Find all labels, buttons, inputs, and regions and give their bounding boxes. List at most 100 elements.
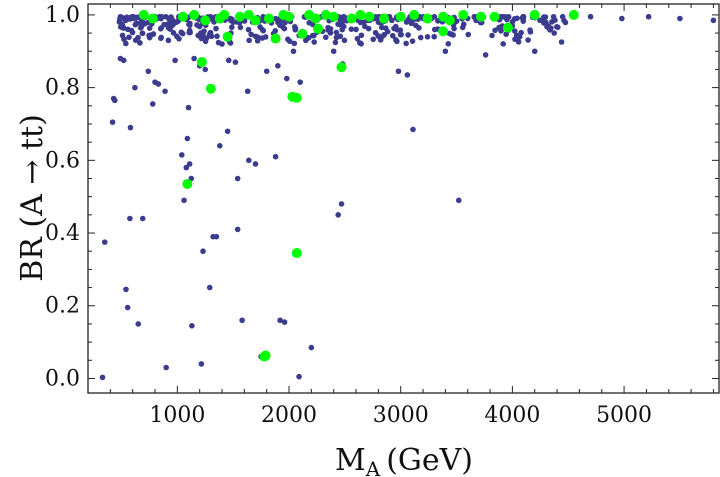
scatter-point (417, 34, 424, 41)
highlight-point (502, 22, 513, 33)
highlight-point (458, 9, 469, 20)
scatter-point (561, 17, 567, 24)
scatter-point (465, 31, 472, 38)
scatter-point (333, 34, 340, 41)
scatter-point (149, 101, 156, 107)
scatter-point (552, 17, 558, 23)
scatter-point (162, 88, 168, 95)
scatter-point (203, 35, 210, 41)
highlight-point (270, 33, 281, 44)
scatter-point (353, 26, 359, 33)
highlight-point (222, 31, 233, 42)
scatter-point (184, 135, 191, 142)
scatter-point (677, 15, 683, 22)
highlight-point (568, 9, 579, 20)
scatter-point (547, 27, 553, 33)
scatter-point (384, 28, 391, 35)
scatter-point (277, 22, 283, 29)
scatter-point (124, 16, 130, 23)
scatter-point (232, 59, 239, 65)
highlight-point (234, 11, 245, 22)
scatter-point (119, 22, 126, 28)
scatter-point (645, 13, 652, 20)
scatter-point (285, 36, 291, 43)
y-tick-label: 0.0 (45, 366, 80, 391)
scatter-point (248, 31, 254, 38)
scatter-point (282, 19, 288, 26)
scatter-point (514, 15, 520, 22)
x-tick-label: 3000 (373, 403, 429, 428)
highlight-point (196, 57, 207, 68)
highlight-point (147, 13, 158, 24)
scatter-point (587, 13, 594, 20)
highlight-point (260, 350, 271, 361)
scatter-point (395, 68, 402, 75)
scatter-point (186, 21, 192, 28)
scatter-point (132, 21, 139, 28)
scatter-point (187, 29, 193, 36)
scatter-point (389, 17, 395, 24)
highlight-point (409, 9, 420, 20)
scatter-point (202, 66, 209, 73)
highlight-point (250, 15, 261, 26)
scatter-point (139, 215, 146, 222)
scatter-point (339, 19, 345, 26)
x-tick-label: 1000 (149, 403, 205, 428)
scatter-point (124, 304, 131, 311)
highlight-point (291, 248, 302, 259)
scatter-point (482, 52, 489, 58)
scatter-point (503, 14, 510, 20)
scatter-point (297, 79, 303, 85)
scatter-point (513, 32, 520, 39)
scatter-point (146, 25, 153, 31)
scatter-point (215, 39, 222, 46)
scatter-point (150, 31, 157, 37)
axis-ticks (87, 4, 719, 393)
scatter-point (224, 128, 231, 135)
scatter-point (132, 84, 138, 91)
highlight-point (200, 15, 211, 26)
highlight-point (263, 13, 274, 24)
scatter-point (126, 34, 132, 41)
scatter-point (290, 48, 297, 55)
scatter-point (157, 26, 164, 32)
highlight-point (489, 11, 500, 22)
scatter-point (127, 124, 134, 131)
scatter-point (372, 29, 379, 36)
scatter-point (129, 13, 136, 20)
scatter-point (489, 32, 495, 39)
scatter-point (263, 68, 270, 75)
scatter-point (358, 32, 365, 39)
scatter-point (213, 25, 219, 32)
scatter-point (500, 41, 506, 47)
scatter-point (305, 34, 312, 41)
scatter-point (537, 17, 543, 24)
scatter-point (170, 30, 177, 36)
plot-frame (87, 3, 720, 394)
scatter-point (541, 14, 547, 20)
scatter-point (424, 34, 431, 40)
scatter-point (408, 20, 415, 27)
scatter-point (291, 40, 298, 47)
scatter-point (137, 20, 144, 27)
scatter-point (281, 319, 288, 325)
scatter-point (109, 119, 116, 125)
scatter-point (361, 23, 368, 30)
scatter-point (135, 34, 141, 41)
scatter-point (311, 32, 317, 39)
scatter-point (228, 24, 235, 31)
scatter-point (120, 57, 127, 64)
scatter-point (158, 35, 164, 42)
scatter-point (174, 33, 180, 40)
scatter-point (410, 126, 416, 133)
scatter-point (283, 75, 290, 82)
scatter-point (551, 30, 558, 36)
scatter-point (201, 28, 207, 34)
scatter-point (123, 40, 129, 47)
scatter-point (275, 63, 281, 69)
scatter-point (179, 152, 185, 158)
series-highlighted-points (138, 9, 579, 362)
scatter-point (710, 17, 717, 24)
scatter-point (335, 212, 341, 218)
